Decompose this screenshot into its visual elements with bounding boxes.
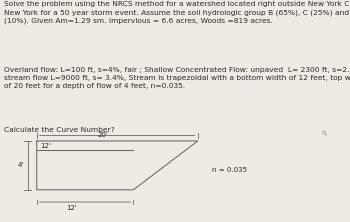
Text: 12': 12' <box>40 143 51 149</box>
Text: 20': 20' <box>98 132 109 138</box>
Text: ⚲: ⚲ <box>322 129 329 137</box>
Text: 4': 4' <box>18 162 24 168</box>
Text: Calculate the Curve Number?: Calculate the Curve Number? <box>4 127 115 133</box>
Text: Solve the problem using the NRCS method for a watershed located right outside Ne: Solve the problem using the NRCS method … <box>4 1 350 24</box>
Text: 12': 12' <box>66 205 77 211</box>
Text: n = 0.035: n = 0.035 <box>212 167 247 173</box>
Text: Overland flow: L=100 ft, s=4%, fair ; Shallow Concentrated Flow: unpaved  L= 230: Overland flow: L=100 ft, s=4%, fair ; Sh… <box>4 67 350 89</box>
